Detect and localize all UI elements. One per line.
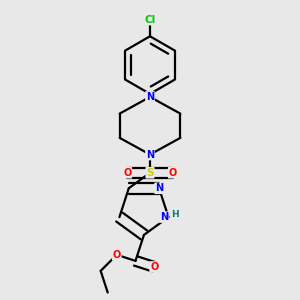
Text: O: O	[169, 168, 177, 178]
Text: N: N	[146, 92, 154, 102]
Text: O: O	[123, 168, 131, 178]
Text: Cl: Cl	[144, 15, 156, 25]
Text: O: O	[150, 262, 158, 272]
Text: S: S	[146, 168, 154, 178]
Text: N: N	[146, 149, 154, 160]
Text: N: N	[160, 212, 168, 222]
Text: H: H	[171, 210, 178, 219]
Text: N: N	[155, 183, 163, 193]
Text: O: O	[112, 250, 121, 260]
